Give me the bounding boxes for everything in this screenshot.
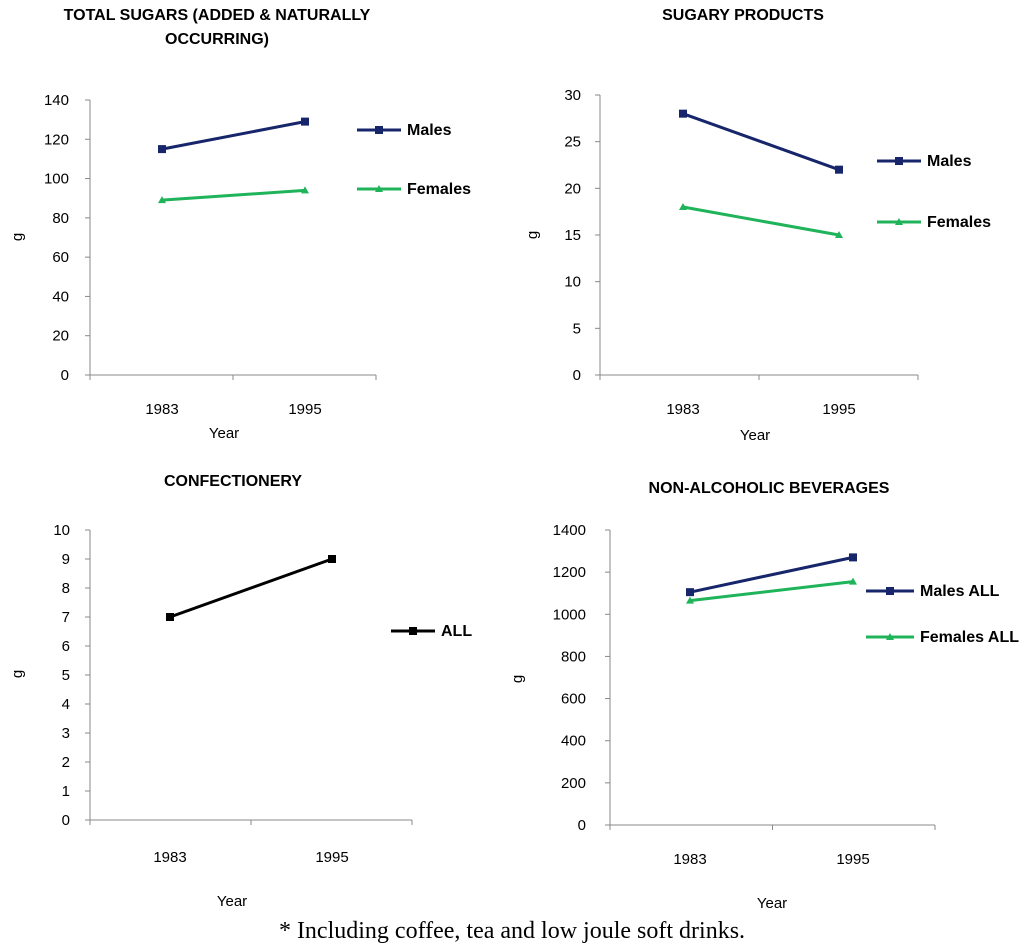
series-line-males [682,112,840,172]
y-tick-label: 600 [561,691,586,708]
y-tick-label: 800 [561,648,586,665]
data-point [686,596,694,604]
y-axis-label: g [509,675,526,683]
x-axis-label: Year [757,895,787,912]
y-tick-label: 100 [44,171,69,188]
legend-label: Males ALL [920,583,1000,600]
y-tick-label: 1200 [553,564,586,581]
y-tick-label: 5 [573,320,581,337]
data-point [835,165,843,174]
legend-label: Males [407,122,452,139]
data-point [158,196,166,204]
y-tick-label: 80 [52,210,69,227]
chart-1: TOTAL SUGARS (ADDED & NATURALLY OCCURRING… [9,7,471,442]
chart-2: SUGARY PRODUCTS 0 5 10 15 20 25 30 1983 1995 Year g… [524,7,991,444]
legend-marker [375,126,383,134]
y-tick-label: 120 [44,131,69,148]
chart-title: TOTAL SUGARS (ADDED & NATURALLY [64,7,371,24]
y-axis-label: g [9,670,26,678]
chart-title: NON-ALCOHOLIC BEVERAGES [649,480,890,497]
legend-marker [409,627,417,635]
y-tick-label: 1000 [553,606,586,623]
data-point [686,588,694,597]
data-point [849,577,857,585]
legend-marker [886,587,894,595]
data-point [679,109,687,118]
series-line-females [161,188,306,202]
legend-label: Males [927,153,972,170]
data-point [328,555,336,563]
x-tick-label: 1995 [288,401,321,418]
chart-4: NON-ALCOHOLIC BEVERAGES 0 200 400 600 800 1000… [509,480,1019,912]
x-tick-label: 1995 [822,401,855,418]
x-tick-label: 1983 [153,849,186,866]
y-tick-label: 8 [62,580,70,597]
legend-label: ALL [441,623,472,640]
y-tick-label: 3 [62,725,70,742]
chart-title: CONFECTIONERY [164,473,302,490]
chart-title: SUGARY PRODUCTS [662,7,824,24]
series-line-females [682,205,840,237]
x-axis-label: Year [209,425,239,442]
y-tick-label: 0 [62,812,70,829]
y-tick-label: 20 [564,180,581,197]
y-tick-label: 25 [564,134,581,151]
y-tick-label: 6 [62,638,70,655]
y-tick-label: 400 [561,733,586,750]
data-point [158,145,166,154]
data-point [301,186,309,194]
x-tick-label: 1995 [836,851,869,868]
y-tick-label: 140 [44,92,69,109]
x-tick-label: 1995 [315,849,348,866]
chart-3: CONFECTIONERY 0 1 2 3 4 5 6 7 8 9 10 1983 1995 Year g AL… [9,473,472,910]
y-axis-label: g [524,231,541,239]
y-tick-label: 0 [573,367,581,384]
y-tick-label: 30 [564,87,581,104]
legend-label: Females [927,214,991,231]
y-tick-label: 10 [53,522,70,539]
series-line-all [169,557,333,619]
legend-label: Females ALL [920,629,1019,646]
y-tick-label: 200 [561,775,586,792]
data-point [849,553,857,562]
y-tick-label: 40 [52,288,69,305]
series-line-females-all [689,580,854,603]
data-point [835,231,843,238]
data-point [166,613,174,621]
y-tick-label: 2 [62,754,70,771]
y-tick-label: 1400 [553,522,586,539]
y-axis-label: g [9,233,26,241]
y-tick-label: 0 [61,367,69,384]
legend-marker [886,633,894,640]
y-tick-label: 15 [564,227,581,244]
y-tick-label: 7 [62,609,70,626]
series-line-males [161,120,306,151]
y-tick-label: 1 [62,783,70,800]
y-tick-label: 10 [564,274,581,291]
x-tick-label: 1983 [673,851,706,868]
chart-title: OCCURRING) [165,31,269,48]
y-tick-label: 60 [52,249,69,266]
y-tick-label: 20 [52,328,69,345]
series-line-males-all [689,555,854,594]
y-tick-label: 4 [62,696,70,713]
x-tick-label: 1983 [145,401,178,418]
x-axis-label: Year [217,893,247,910]
data-point [679,203,687,210]
legend-marker [895,157,903,165]
y-tick-label: 5 [62,667,70,684]
legend-marker [895,218,903,225]
x-axis-label: Year [740,427,770,444]
legend-marker [375,185,383,192]
legend-label: Females [407,181,471,198]
footnote: * Including coffee, tea and low joule so… [278,918,746,944]
data-point [301,117,309,126]
x-tick-label: 1983 [666,401,699,418]
y-tick-label: 9 [62,551,70,568]
y-tick-label: 0 [578,817,586,834]
